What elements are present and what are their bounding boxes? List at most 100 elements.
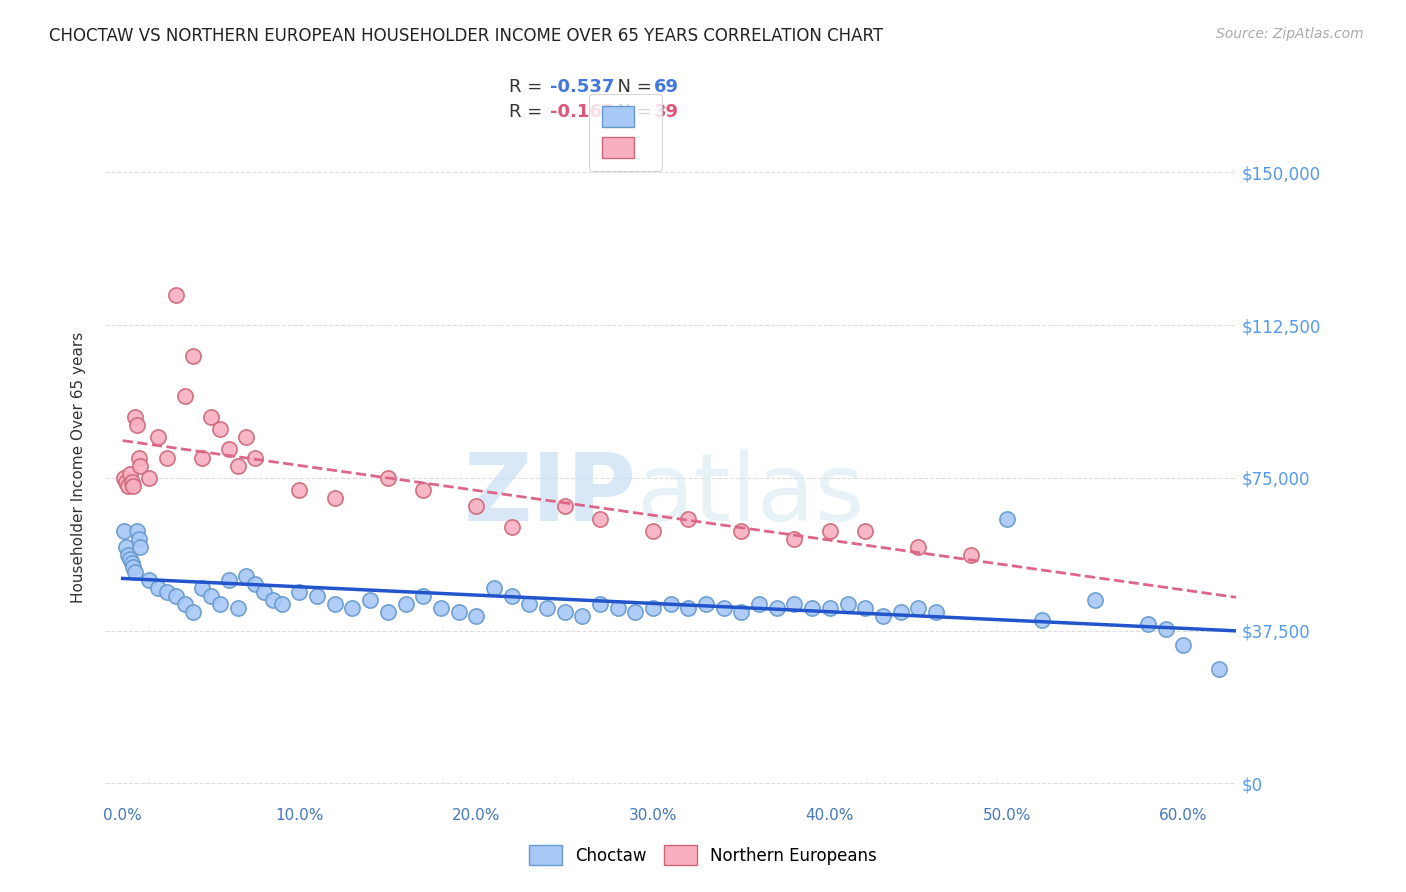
Point (115, 475, 138, 489)
Point (589, 511, 612, 525)
Point (1137, 617, 1160, 632)
Point (117, 548, 139, 562)
Point (323, 597, 346, 611)
Point (554, 500, 576, 514)
Point (122, 560, 145, 574)
Point (837, 597, 859, 611)
Point (191, 581, 214, 595)
Point (323, 491, 346, 506)
Point (377, 471, 399, 485)
Point (801, 601, 824, 615)
Point (765, 601, 787, 615)
Point (783, 597, 806, 611)
Point (270, 597, 292, 611)
Point (853, 601, 876, 615)
Point (1173, 638, 1195, 652)
Point (430, 601, 453, 615)
Point (554, 605, 576, 619)
Point (465, 500, 488, 514)
Point (730, 524, 752, 538)
Point (253, 585, 276, 599)
Point (156, 585, 179, 599)
Point (678, 601, 700, 615)
Point (114, 471, 136, 485)
Point (125, 524, 148, 538)
Point (465, 609, 488, 624)
Point (447, 605, 470, 619)
Point (1031, 614, 1053, 628)
Point (128, 532, 150, 546)
Point (218, 442, 240, 457)
Point (156, 450, 179, 465)
Point (117, 479, 139, 493)
Point (118, 552, 141, 566)
Point (783, 532, 806, 546)
Point (146, 581, 169, 595)
Point (200, 409, 222, 424)
Point (925, 605, 948, 619)
Point (730, 605, 752, 619)
Point (124, 409, 146, 424)
Point (173, 597, 195, 611)
Point (262, 593, 284, 607)
Point (122, 479, 145, 493)
Text: 39: 39 (654, 103, 679, 120)
Point (307, 589, 329, 603)
Point (748, 597, 770, 611)
Point (129, 458, 152, 473)
Point (121, 557, 143, 571)
Y-axis label: Householder Income Over 65 years: Householder Income Over 65 years (72, 332, 86, 603)
Point (359, 593, 381, 607)
Point (121, 475, 143, 489)
Point (245, 450, 267, 465)
Point (589, 597, 612, 611)
Point (412, 483, 434, 497)
Point (191, 450, 214, 465)
Point (165, 589, 187, 603)
Text: Source: ZipAtlas.com: Source: ZipAtlas.com (1216, 27, 1364, 41)
Point (501, 589, 523, 603)
Point (124, 565, 146, 579)
Point (245, 576, 267, 591)
Point (138, 573, 160, 587)
Point (342, 601, 364, 615)
Text: N =: N = (606, 78, 658, 96)
Text: R =: R = (509, 103, 548, 120)
Point (208, 597, 231, 611)
Point (960, 548, 983, 562)
Point (907, 601, 929, 615)
Point (146, 430, 169, 444)
Point (713, 601, 735, 615)
Point (624, 605, 647, 619)
Point (517, 597, 540, 611)
Point (218, 573, 240, 587)
Text: R =: R = (509, 78, 548, 96)
Point (114, 524, 136, 538)
Point (208, 422, 231, 436)
Point (853, 524, 876, 538)
Point (226, 601, 249, 615)
Point (818, 524, 841, 538)
Text: CHOCTAW VS NORTHERN EUROPEAN HOUSEHOLDER INCOME OVER 65 YEARS CORRELATION CHART: CHOCTAW VS NORTHERN EUROPEAN HOUSEHOLDER… (49, 27, 883, 45)
Point (1208, 662, 1230, 676)
Point (235, 568, 257, 582)
Point (235, 430, 257, 444)
Point (907, 540, 929, 554)
Text: -0.163: -0.163 (550, 103, 614, 120)
Point (183, 605, 205, 619)
Point (995, 511, 1018, 525)
Text: -0.537: -0.537 (550, 78, 614, 96)
Point (872, 609, 894, 624)
Point (394, 597, 416, 611)
Point (288, 483, 311, 497)
Point (606, 601, 628, 615)
Text: atlas: atlas (637, 449, 865, 541)
Point (641, 524, 664, 538)
Point (183, 349, 205, 363)
Point (482, 581, 505, 595)
Point (641, 601, 664, 615)
Point (890, 605, 912, 619)
Point (695, 597, 717, 611)
Legend: , : , (589, 94, 662, 170)
Point (377, 605, 399, 619)
